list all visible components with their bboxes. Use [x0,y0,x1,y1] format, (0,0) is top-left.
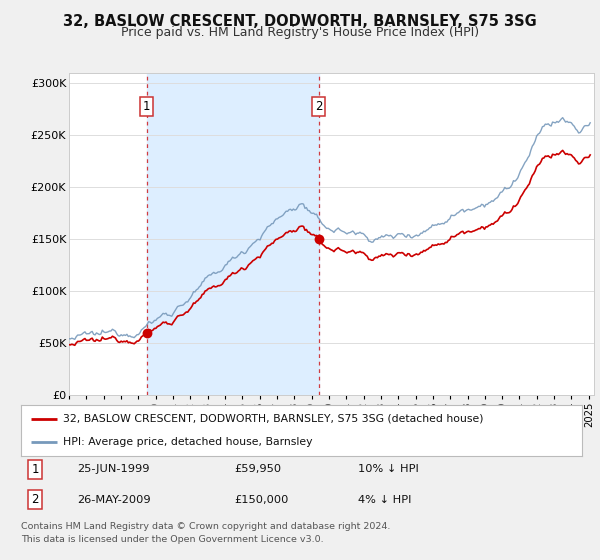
Point [314,235,323,244]
Text: 32, BASLOW CRESCENT, DODWORTH, BARNSLEY, S75 3SG: 32, BASLOW CRESCENT, DODWORTH, BARNSLEY,… [63,14,537,29]
Text: Price paid vs. HM Land Registry's House Price Index (HPI): Price paid vs. HM Land Registry's House … [121,26,479,39]
Text: £150,000: £150,000 [234,495,289,505]
Text: 32, BASLOW CRESCENT, DODWORTH, BARNSLEY, S75 3SG (detached house): 32, BASLOW CRESCENT, DODWORTH, BARNSLEY,… [63,414,484,424]
Text: 2: 2 [31,493,39,506]
Text: HPI: Average price, detached house, Barnsley: HPI: Average price, detached house, Barn… [63,437,313,447]
Text: 2: 2 [315,100,322,113]
Text: 10% ↓ HPI: 10% ↓ HPI [358,464,418,474]
Text: 25-JUN-1999: 25-JUN-1999 [77,464,149,474]
Text: £59,950: £59,950 [234,464,281,474]
Text: 1: 1 [31,463,39,476]
Text: 26-MAY-2009: 26-MAY-2009 [77,495,151,505]
Point [142,328,151,337]
Text: 4% ↓ HPI: 4% ↓ HPI [358,495,411,505]
Text: This data is licensed under the Open Government Licence v3.0.: This data is licensed under the Open Gov… [21,535,323,544]
Bar [146,73,319,395]
Text: Contains HM Land Registry data © Crown copyright and database right 2024.: Contains HM Land Registry data © Crown c… [21,522,391,531]
Text: 1: 1 [143,100,151,113]
